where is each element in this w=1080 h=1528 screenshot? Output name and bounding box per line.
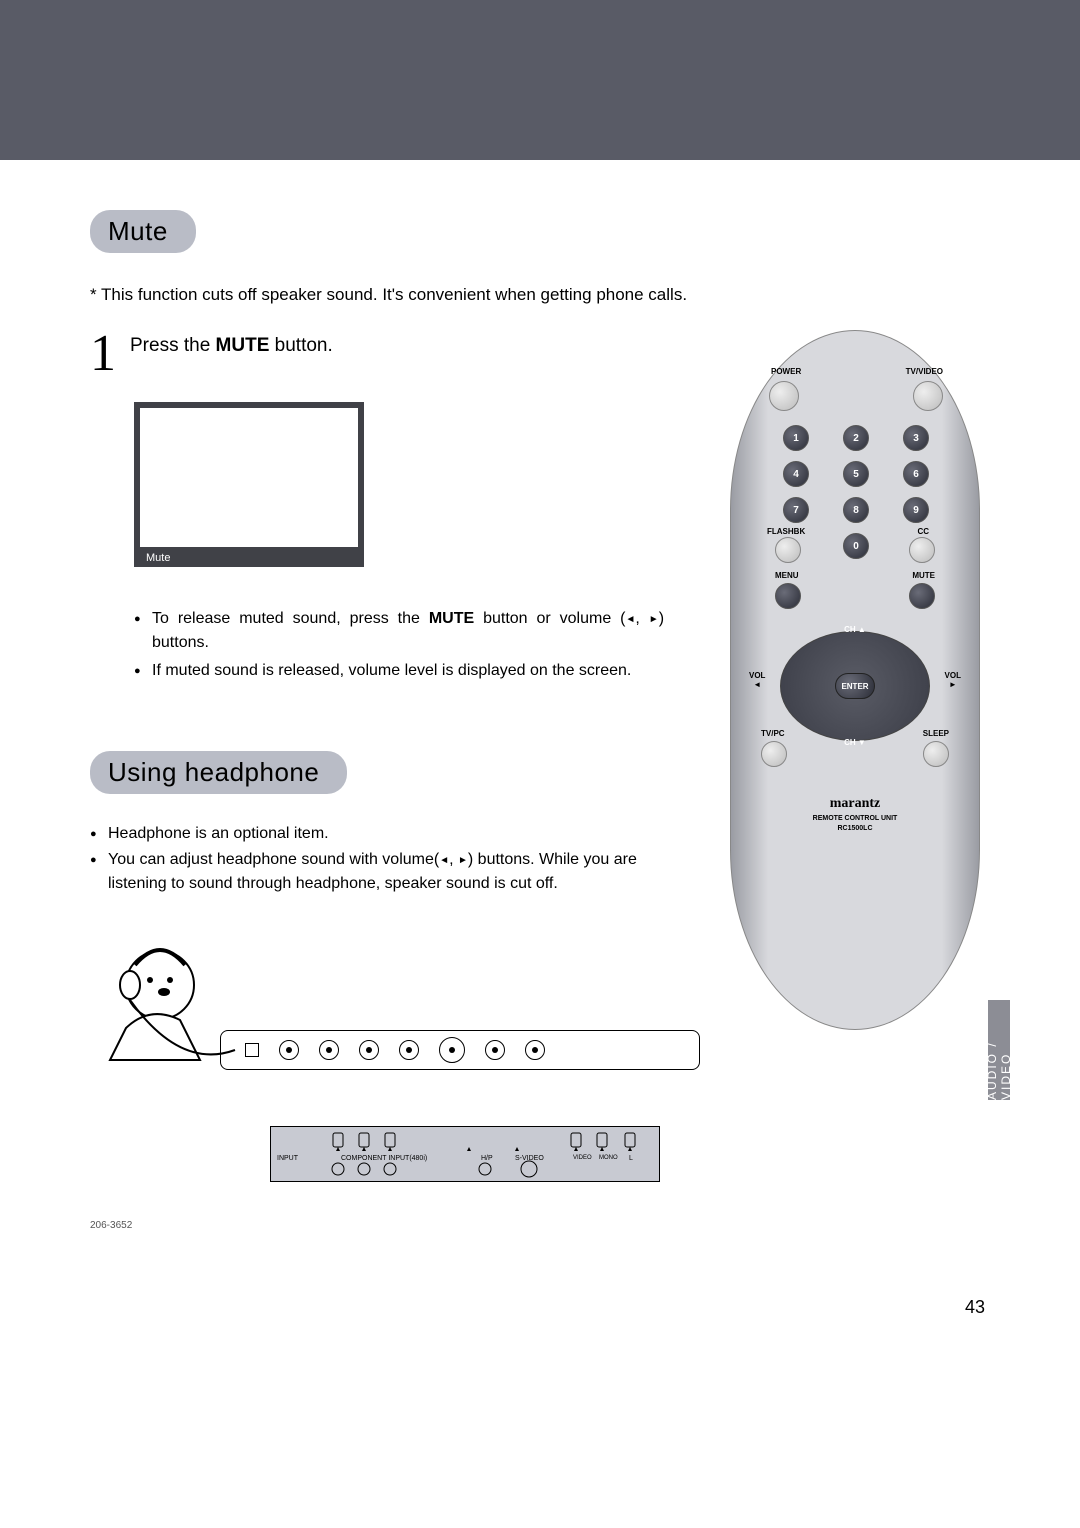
label-menu: MENU (775, 571, 799, 580)
cc-button[interactable] (909, 537, 935, 563)
person-headphone-icon (90, 930, 240, 1080)
front-panel-strip (220, 1030, 700, 1070)
num-5-button[interactable]: 5 (843, 461, 869, 487)
label-sleep: SLEEP (923, 729, 949, 738)
brand-subtitle: REMOTE CONTROL UNIT (731, 815, 979, 822)
port-icon (245, 1043, 259, 1057)
mute-bullet-1: To release muted sound, press the MUTE b… (134, 607, 664, 655)
document-number: 206-3652 (90, 1220, 132, 1231)
brand-logo: marantz (731, 796, 979, 812)
right-arrow-icon: ► (458, 853, 468, 868)
tvvideo-button[interactable] (913, 381, 943, 411)
headphone-bullets: Headphone is an optional item. You can a… (90, 822, 680, 896)
step-suffix: button. (269, 335, 332, 356)
label-power: POWER (771, 367, 801, 376)
menu-button[interactable] (775, 583, 801, 609)
enter-button[interactable]: ENTER (835, 673, 875, 699)
jack-icon (485, 1040, 505, 1060)
num-3-button[interactable]: 3 (903, 425, 929, 451)
num-4-button[interactable]: 4 (783, 461, 809, 487)
header-band (0, 0, 1080, 160)
step-text: Press the MUTE button. (130, 335, 333, 357)
jack-icon (525, 1040, 545, 1060)
rear-ports-illustration: INPUT COMPONENT INPUT(480i) H/P S-VIDEO … (270, 1126, 660, 1182)
right-arrow-icon: ► (649, 612, 659, 627)
headphone-illustration (90, 930, 710, 1090)
label-vol-l: VOL◄ (749, 671, 765, 689)
section-title-headphone: Using headphone (90, 751, 347, 794)
dpad: CH ▲ CH ▼ ENTER (780, 631, 930, 741)
num-9-button[interactable]: 9 (903, 497, 929, 523)
sleep-button[interactable] (923, 741, 949, 767)
num-6-button[interactable]: 6 (903, 461, 929, 487)
mute-button[interactable] (909, 583, 935, 609)
tv-screen-illustration: Mute (134, 402, 364, 567)
num-0-button[interactable]: 0 (843, 533, 869, 559)
brand-model: RC1500LC (731, 825, 979, 832)
ports-svg (271, 1127, 661, 1183)
mute-bullets: To release muted sound, press the MUTE b… (134, 607, 664, 683)
label-vol-r: VOL► (945, 671, 961, 689)
label-mute: MUTE (912, 571, 935, 580)
jack-icon (439, 1037, 465, 1063)
power-button[interactable] (769, 381, 799, 411)
tv-screen-label: Mute (146, 552, 170, 564)
headphone-bullet-1: Headphone is an optional item. (90, 822, 680, 846)
label-tvvideo: TV/VIDEO (906, 367, 943, 376)
flashbk-button[interactable] (775, 537, 801, 563)
page-number: 43 (965, 1297, 985, 1318)
label-ch-dn: CH ▼ (844, 738, 866, 747)
label-cc: CC (917, 527, 929, 536)
headphone-bullet-2: You can adjust headphone sound with volu… (90, 848, 680, 896)
section-title-mute: Mute (90, 210, 196, 253)
num-1-button[interactable]: 1 (783, 425, 809, 451)
tvpc-button[interactable] (761, 741, 787, 767)
jack-icon (359, 1040, 379, 1060)
left-arrow-icon: ◄ (439, 853, 449, 868)
side-tab: AUDIO / VIDEO (988, 1000, 1010, 1100)
label-flashbk: FLASHBK (767, 527, 805, 536)
label-tvpc: TV/PC (761, 729, 785, 738)
remote-control: POWER TV/VIDEO 1 2 3 4 5 6 7 8 9 0 FLASH… (730, 330, 980, 1030)
remote-body: POWER TV/VIDEO 1 2 3 4 5 6 7 8 9 0 FLASH… (730, 330, 980, 1030)
jack-icon (279, 1040, 299, 1060)
step-number: 1 (90, 333, 130, 375)
num-7-button[interactable]: 7 (783, 497, 809, 523)
step-prefix: Press the (130, 335, 216, 356)
step-bold: MUTE (216, 335, 270, 356)
tv-screen-inner (140, 408, 358, 547)
label-ch-up: CH ▲ (844, 625, 866, 634)
mute-intro: * This function cuts off speaker sound. … (90, 283, 710, 307)
left-arrow-icon: ◄ (626, 612, 636, 627)
mute-bullet-2: If muted sound is released, volume level… (134, 659, 664, 683)
jack-icon (319, 1040, 339, 1060)
num-8-button[interactable]: 8 (843, 497, 869, 523)
jack-icon (399, 1040, 419, 1060)
num-2-button[interactable]: 2 (843, 425, 869, 451)
